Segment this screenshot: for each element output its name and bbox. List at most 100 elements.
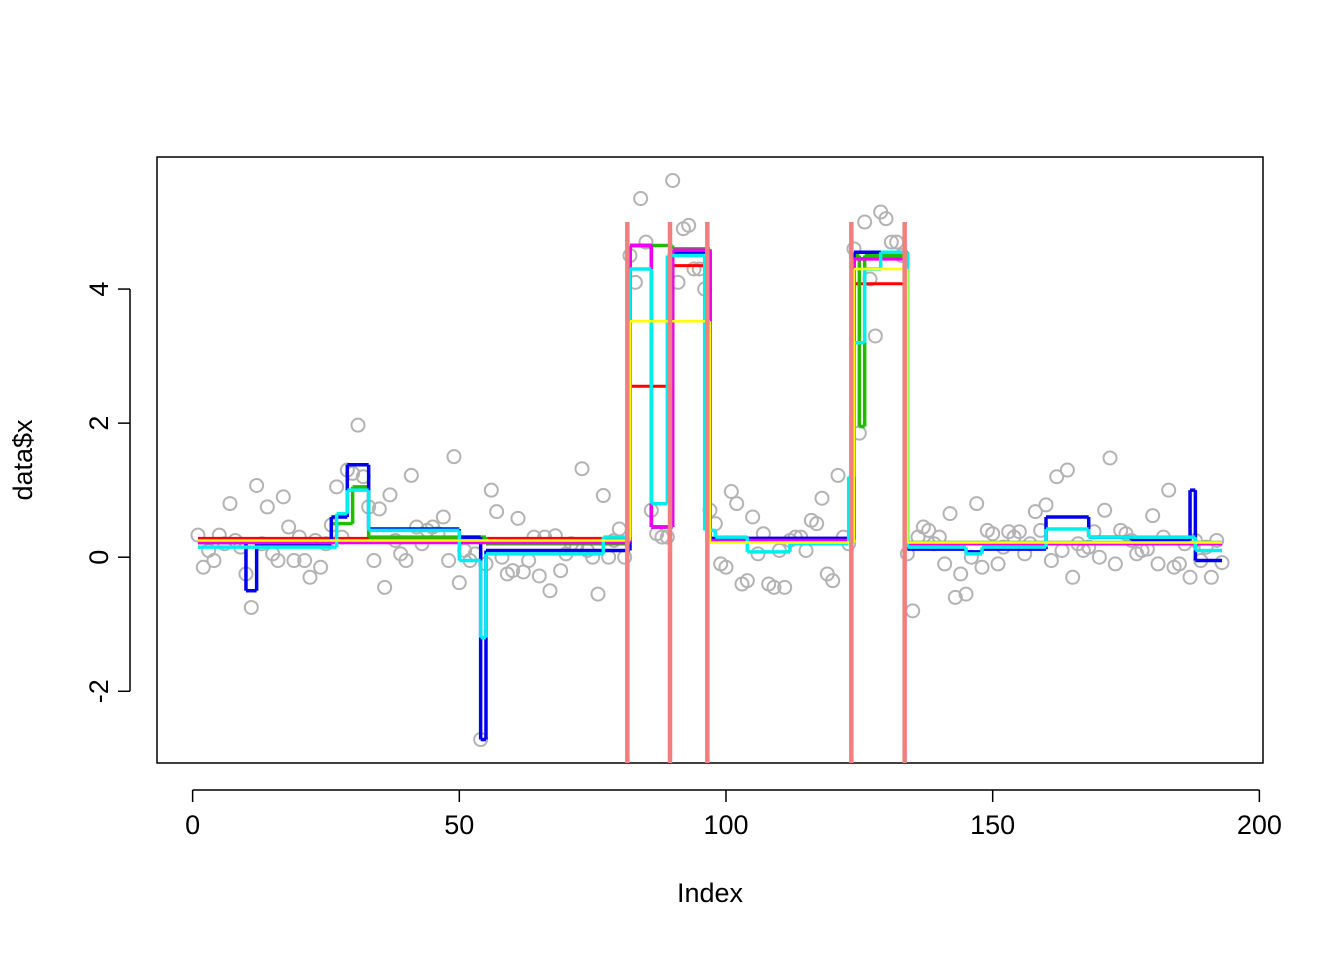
data-point <box>403 467 419 483</box>
data-point <box>659 529 675 545</box>
data-point <box>974 559 990 575</box>
data-point <box>718 559 734 575</box>
data-point <box>1054 542 1070 558</box>
data-point <box>451 575 467 591</box>
data-point <box>590 586 606 602</box>
data-point <box>958 586 974 602</box>
data-point <box>249 477 265 493</box>
data-point <box>409 519 425 535</box>
data-point <box>686 261 702 277</box>
data-point <box>745 509 761 525</box>
data-point <box>435 509 451 525</box>
data-point <box>798 542 814 558</box>
data-point <box>259 499 275 515</box>
data-point <box>521 553 537 569</box>
data-point <box>825 573 841 589</box>
data-point <box>510 510 526 526</box>
x-tick-label: 100 <box>703 810 748 840</box>
data-point <box>1203 569 1219 585</box>
data-point <box>1049 469 1065 485</box>
data-point <box>665 172 681 188</box>
data-point <box>1198 539 1214 555</box>
data-point <box>243 599 259 615</box>
data-point <box>1097 502 1113 518</box>
data-point <box>483 482 499 498</box>
data-point <box>222 496 238 512</box>
data-point <box>542 583 558 599</box>
data-point <box>398 553 414 569</box>
data-point <box>883 234 899 250</box>
data-point <box>750 546 766 562</box>
data-point <box>1171 556 1187 572</box>
y-tick-label: 4 <box>84 282 114 297</box>
data-point <box>371 501 387 517</box>
x-axis-label: Index <box>677 878 744 908</box>
data-point <box>270 553 286 569</box>
data-point <box>366 553 382 569</box>
data-point <box>531 568 547 584</box>
x-tick-label: 150 <box>970 810 1015 840</box>
data-point <box>350 417 366 433</box>
y-tick-label: -2 <box>84 679 114 703</box>
x-tick-label: 200 <box>1237 810 1282 840</box>
data-point <box>1107 556 1123 572</box>
data-point <box>1038 497 1054 513</box>
data-point <box>206 553 222 569</box>
y-tick-label: 2 <box>84 416 114 431</box>
data-point <box>1145 508 1161 524</box>
data-point <box>302 569 318 585</box>
data-point <box>1214 555 1230 571</box>
data-point <box>809 516 825 532</box>
data-point <box>446 449 462 465</box>
data-point <box>814 490 830 506</box>
x-tick-label: 0 <box>185 810 200 840</box>
data-point <box>1161 482 1177 498</box>
data-point <box>286 553 302 569</box>
y-axis-label: data$x <box>8 419 38 501</box>
data-point <box>441 553 457 569</box>
data-point <box>611 521 627 537</box>
data-point <box>574 461 590 477</box>
data-point <box>1182 569 1198 585</box>
data-point <box>313 559 329 575</box>
data-point <box>281 519 297 535</box>
data-point <box>766 579 782 595</box>
data-point <box>638 234 654 250</box>
data-point <box>878 211 894 227</box>
data-point <box>1027 504 1043 520</box>
data-point <box>723 484 739 500</box>
data-point <box>1150 556 1166 572</box>
data-point <box>969 496 985 512</box>
data-point <box>681 217 697 233</box>
data-point <box>990 556 1006 572</box>
data-point <box>953 566 969 582</box>
data-point <box>1102 450 1118 466</box>
x-tick-label: 50 <box>444 810 474 840</box>
data-point <box>947 589 963 605</box>
data-point <box>195 559 211 575</box>
data-point <box>1091 549 1107 565</box>
data-point <box>297 553 313 569</box>
data-point <box>937 556 953 572</box>
data-point <box>739 573 755 589</box>
data-point <box>553 563 569 579</box>
data-point <box>1081 539 1097 555</box>
data-point <box>777 579 793 595</box>
data-point <box>867 328 883 344</box>
data-point <box>1209 532 1225 548</box>
data-point <box>1001 524 1017 540</box>
plot-frame <box>156 156 1264 764</box>
data-point <box>921 522 937 538</box>
data-point <box>857 214 873 230</box>
data-point <box>830 467 846 483</box>
data-point <box>633 191 649 207</box>
y-tick-label: 0 <box>84 550 114 565</box>
data-point <box>382 487 398 503</box>
data-point <box>377 579 393 595</box>
data-point <box>729 496 745 512</box>
data-point <box>1011 524 1027 540</box>
data-point <box>595 488 611 504</box>
data-point <box>985 526 1001 542</box>
data-point <box>505 563 521 579</box>
